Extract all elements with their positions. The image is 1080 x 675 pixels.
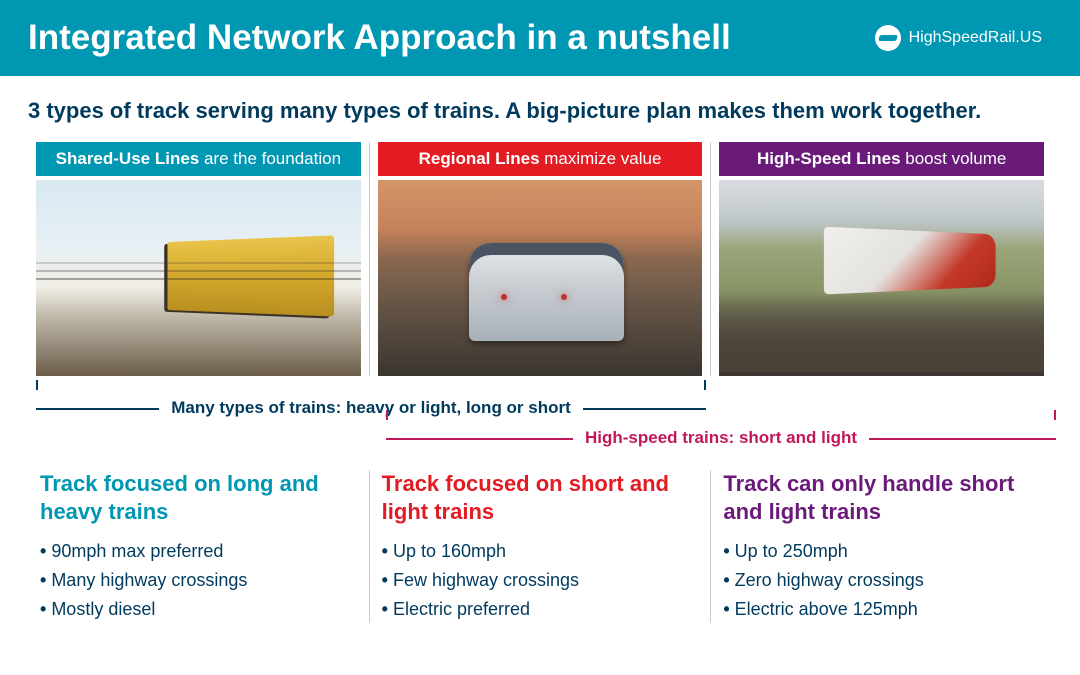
detail-col-shared: Track focused on long and heavy trains 9… (28, 470, 369, 623)
details-row: Track focused on long and heavy trains 9… (0, 442, 1080, 623)
train-image-regional (378, 180, 703, 376)
column-header-light: maximize value (540, 149, 662, 168)
column-header-regional: Regional Lines maximize value (378, 142, 703, 176)
detail-col-highspeed: Track can only handle short and light tr… (710, 470, 1052, 623)
detail-list: Up to 160mph Few highway crossings Elect… (382, 537, 699, 623)
detail-col-regional: Track focused on short and light trains … (369, 470, 711, 623)
bracket-many-types: Many types of trains: heavy or light, lo… (36, 388, 706, 410)
detail-bullet: Electric preferred (382, 595, 699, 624)
detail-bullet: Up to 250mph (723, 537, 1040, 566)
detail-heading: Track focused on short and light trains (382, 470, 699, 525)
detail-list: Up to 250mph Zero highway crossings Elec… (723, 537, 1040, 623)
column-header-bold: Regional Lines (419, 149, 540, 168)
train-image-highspeed (719, 180, 1044, 376)
page-title: Integrated Network Approach in a nutshel… (28, 18, 731, 58)
detail-bullet: 90mph max preferred (40, 537, 357, 566)
column-highspeed: High-Speed Lines boost volume (710, 142, 1052, 376)
bracket-row: Many types of trains: heavy or light, lo… (28, 382, 1052, 442)
detail-bullet: Electric above 125mph (723, 595, 1040, 624)
column-regional: Regional Lines maximize value (369, 142, 711, 376)
detail-heading: Track focused on long and heavy trains (40, 470, 357, 525)
brand-text: HighSpeedRail.US (909, 29, 1042, 47)
bracket-label-bottom: High-speed trains: short and light (573, 428, 869, 448)
column-header-shared: Shared-Use Lines are the foundation (36, 142, 361, 176)
subtitle: 3 types of track serving many types of t… (0, 76, 1080, 142)
column-header-light: are the foundation (199, 149, 341, 168)
page-header: Integrated Network Approach in a nutshel… (0, 0, 1080, 76)
detail-bullet: Zero highway crossings (723, 566, 1040, 595)
brand-mark: HighSpeedRail.US (875, 25, 1042, 51)
detail-bullet: Up to 160mph (382, 537, 699, 566)
bracket-high-speed: High-speed trains: short and light (386, 418, 1056, 440)
column-header-highspeed: High-Speed Lines boost volume (719, 142, 1044, 176)
column-header-bold: High-Speed Lines (757, 149, 901, 168)
detail-list: 90mph max preferred Many highway crossin… (40, 537, 357, 623)
columns-row: Shared-Use Lines are the foundation Regi… (0, 142, 1080, 376)
brand-logo-icon (875, 25, 901, 51)
column-header-bold: Shared-Use Lines (56, 149, 200, 168)
detail-bullet: Few highway crossings (382, 566, 699, 595)
detail-heading: Track can only handle short and light tr… (723, 470, 1040, 525)
detail-bullet: Mostly diesel (40, 595, 357, 624)
detail-bullet: Many highway crossings (40, 566, 357, 595)
train-image-shared (36, 180, 361, 376)
column-shared-use: Shared-Use Lines are the foundation (28, 142, 369, 376)
column-header-light: boost volume (901, 149, 1007, 168)
bracket-label-top: Many types of trains: heavy or light, lo… (159, 398, 583, 418)
